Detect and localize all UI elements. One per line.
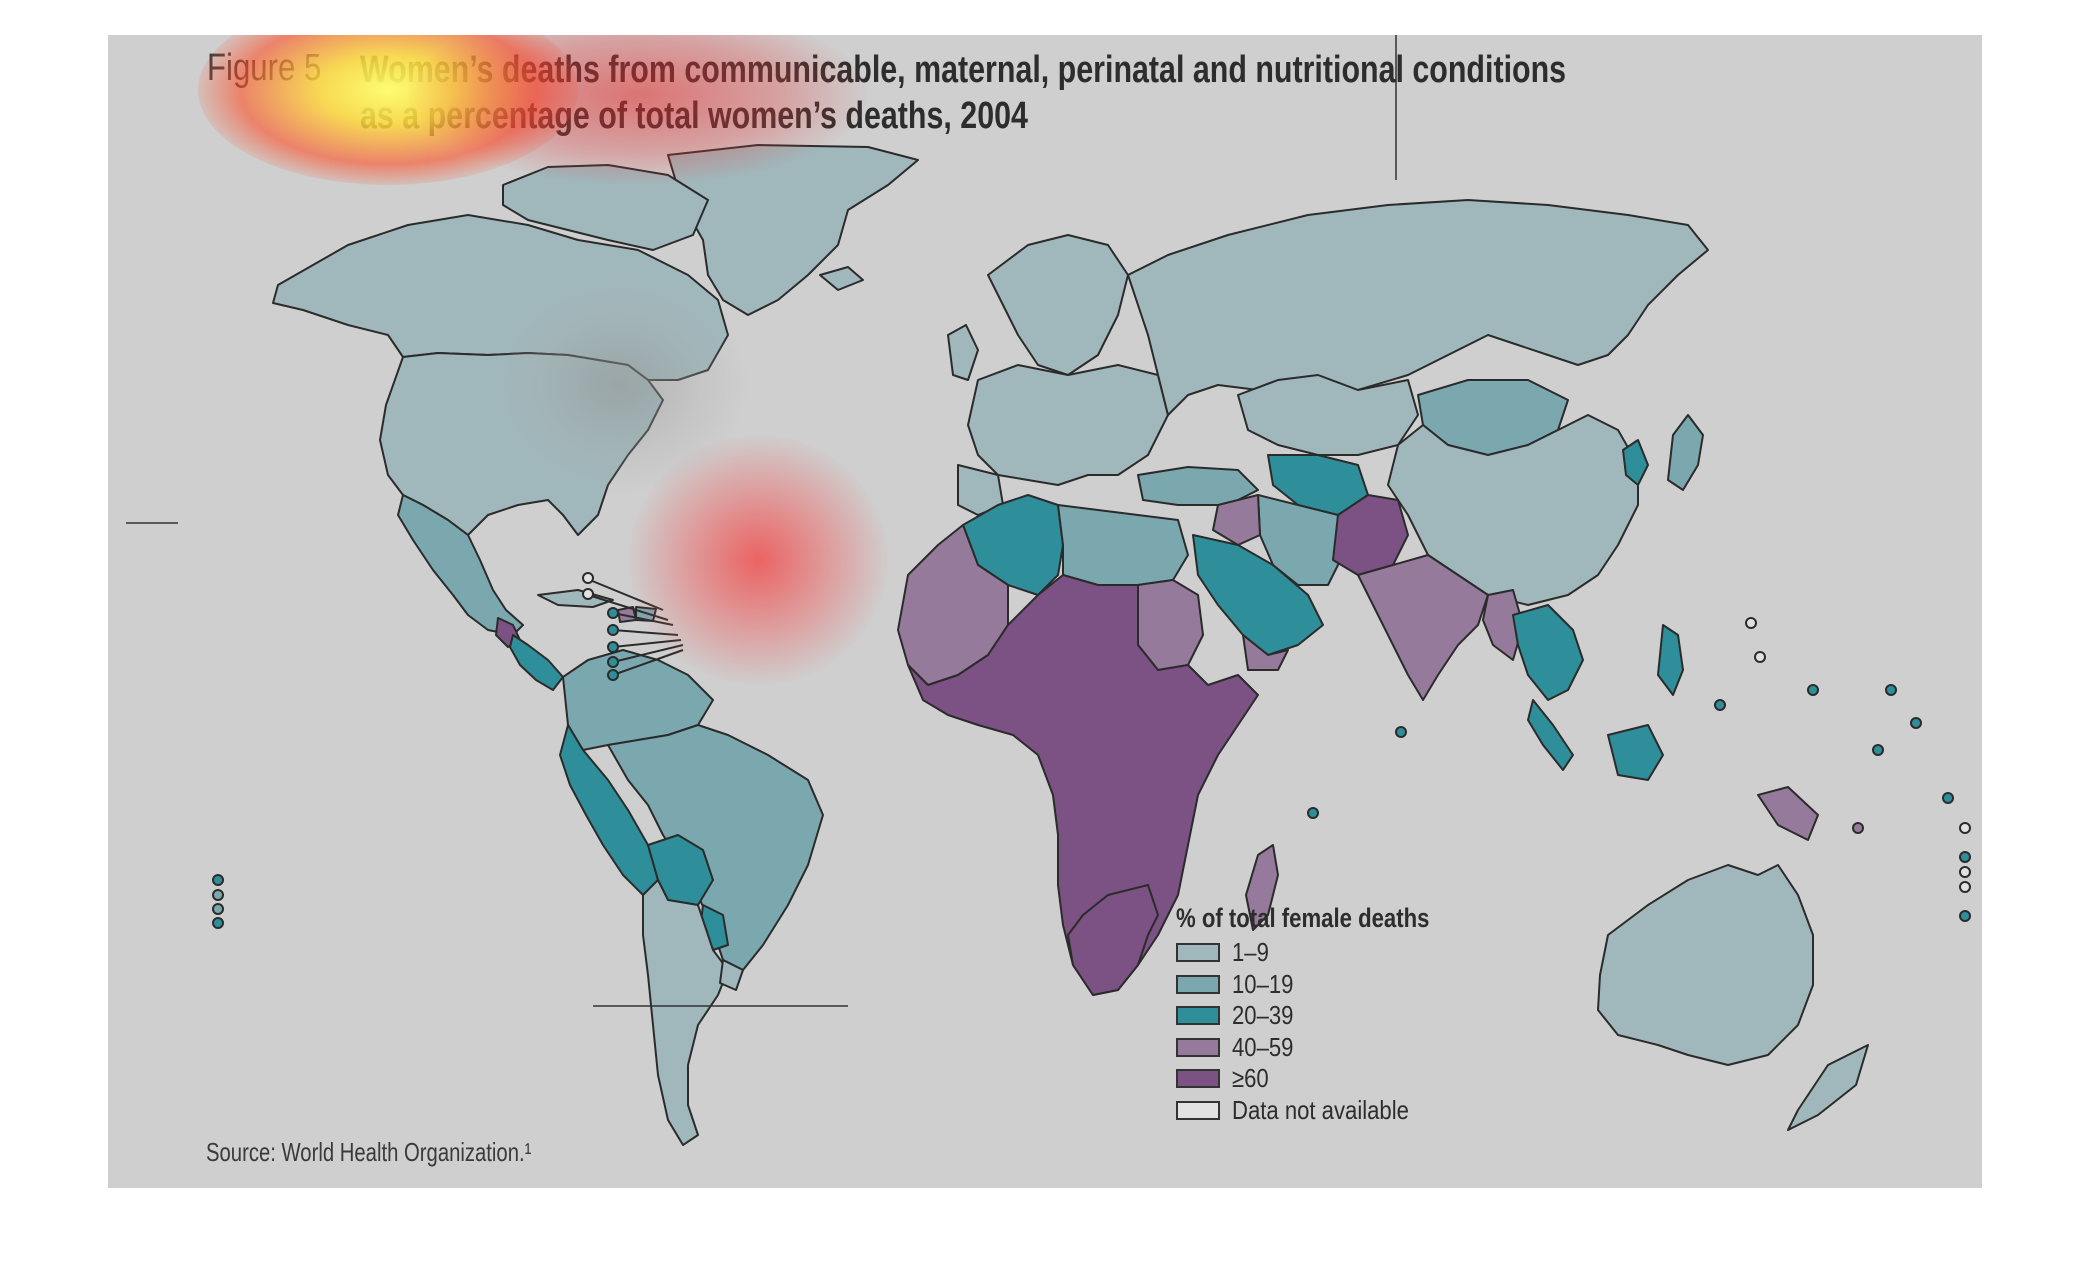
island-dot <box>1714 699 1726 711</box>
legend-item: Data not available <box>1176 1095 1485 1127</box>
region-southeast-asia <box>1512 604 1584 701</box>
island-dot <box>1942 792 1954 804</box>
region-uk <box>947 324 979 381</box>
region-turkey <box>1137 466 1259 506</box>
legend: % of total female deaths 1–9 10–19 20–39 40… <box>1176 903 1485 1126</box>
region-papua <box>1757 786 1819 841</box>
island-dot <box>1959 822 1971 834</box>
island-dot <box>1959 851 1971 863</box>
region-afghanistan-pakistan <box>1332 494 1409 576</box>
legend-label: 10–19 <box>1232 968 1294 999</box>
region-yemen <box>1242 634 1289 671</box>
legend-label: Data not available <box>1232 1094 1409 1125</box>
region-south-africa <box>1067 884 1159 996</box>
island-dot <box>1745 617 1757 629</box>
island-dot <box>1959 866 1971 878</box>
island-dot <box>1395 726 1407 738</box>
region-mexico <box>397 494 524 636</box>
legend-item: ≥60 <box>1176 1063 1485 1095</box>
legend-item: 10–19 <box>1176 969 1485 1001</box>
legend-item: 40–59 <box>1176 1032 1485 1064</box>
island-dot <box>1910 717 1922 729</box>
region-europe <box>967 364 1169 486</box>
region-malaysia <box>1527 699 1574 771</box>
island-dot <box>212 874 224 886</box>
region-philippines <box>1657 624 1684 696</box>
region-australia <box>1597 864 1814 1066</box>
legend-label: 40–59 <box>1232 1031 1294 1062</box>
island-dot <box>1754 651 1766 663</box>
legend-label: ≥60 <box>1232 1063 1269 1094</box>
region-uruguay <box>719 959 744 991</box>
region-iraq-syria <box>1212 494 1261 546</box>
figure-title-line1: Women’s deaths from communicable, matern… <box>360 49 1567 91</box>
region-scandinavia <box>987 234 1129 376</box>
figure-label: Figure 5 <box>207 47 322 89</box>
island-dot <box>1852 822 1864 834</box>
world-map <box>126 35 1971 1146</box>
source-note: Source: World Health Organization.¹ <box>206 1137 532 1167</box>
island-dot <box>212 903 224 915</box>
region-greenland <box>667 144 919 316</box>
region-india <box>1357 554 1489 701</box>
region-argentina-chile <box>642 879 729 1146</box>
legend-swatch <box>1176 1037 1220 1057</box>
region-kazakhstan <box>1237 374 1419 456</box>
region-cuba <box>537 589 614 608</box>
legend-swatch <box>1176 1069 1220 1089</box>
legend-title: % of total female deaths <box>1176 903 1430 933</box>
region-arabia <box>1192 534 1324 656</box>
region-myanmar <box>1482 589 1524 661</box>
region-russia <box>1127 199 1709 416</box>
region-iran <box>1257 494 1344 586</box>
region-libya-egypt <box>1057 504 1189 586</box>
figure-title-line2: as a percentage of total women’s deaths,… <box>360 95 1028 137</box>
island-dot <box>1959 881 1971 893</box>
island-dot <box>1885 684 1897 696</box>
map-figure: Figure 5 Women’s deaths from communicabl… <box>108 35 1982 1188</box>
legend-swatch <box>1176 974 1220 994</box>
legend-item: 20–39 <box>1176 1000 1485 1032</box>
region-japan <box>1667 414 1704 491</box>
island-dot <box>1807 684 1819 696</box>
island-dot <box>212 889 224 901</box>
legend-swatch <box>1176 1006 1220 1026</box>
island-dot <box>1307 807 1319 819</box>
island-dot <box>1959 910 1971 922</box>
region-central-america <box>509 634 564 691</box>
legend-swatch <box>1176 943 1220 963</box>
region-korea <box>1622 439 1649 486</box>
legend-label: 1–9 <box>1232 937 1269 968</box>
figure-title: Women’s deaths from communicable, matern… <box>360 47 1640 139</box>
region-new-zealand <box>1787 1044 1869 1131</box>
legend-items: 1–9 10–19 20–39 40–59 ≥60 Data not available <box>1176 937 1485 1126</box>
legend-label: 20–39 <box>1232 1000 1294 1031</box>
region-madagascar <box>1245 844 1279 931</box>
island-dot <box>212 917 224 929</box>
region-indonesia <box>1607 724 1664 781</box>
island-dot <box>1872 744 1884 756</box>
region-iceland <box>819 266 864 291</box>
region-sahel <box>907 574 1259 996</box>
legend-item: 1–9 <box>1176 937 1485 969</box>
legend-swatch <box>1176 1100 1220 1120</box>
